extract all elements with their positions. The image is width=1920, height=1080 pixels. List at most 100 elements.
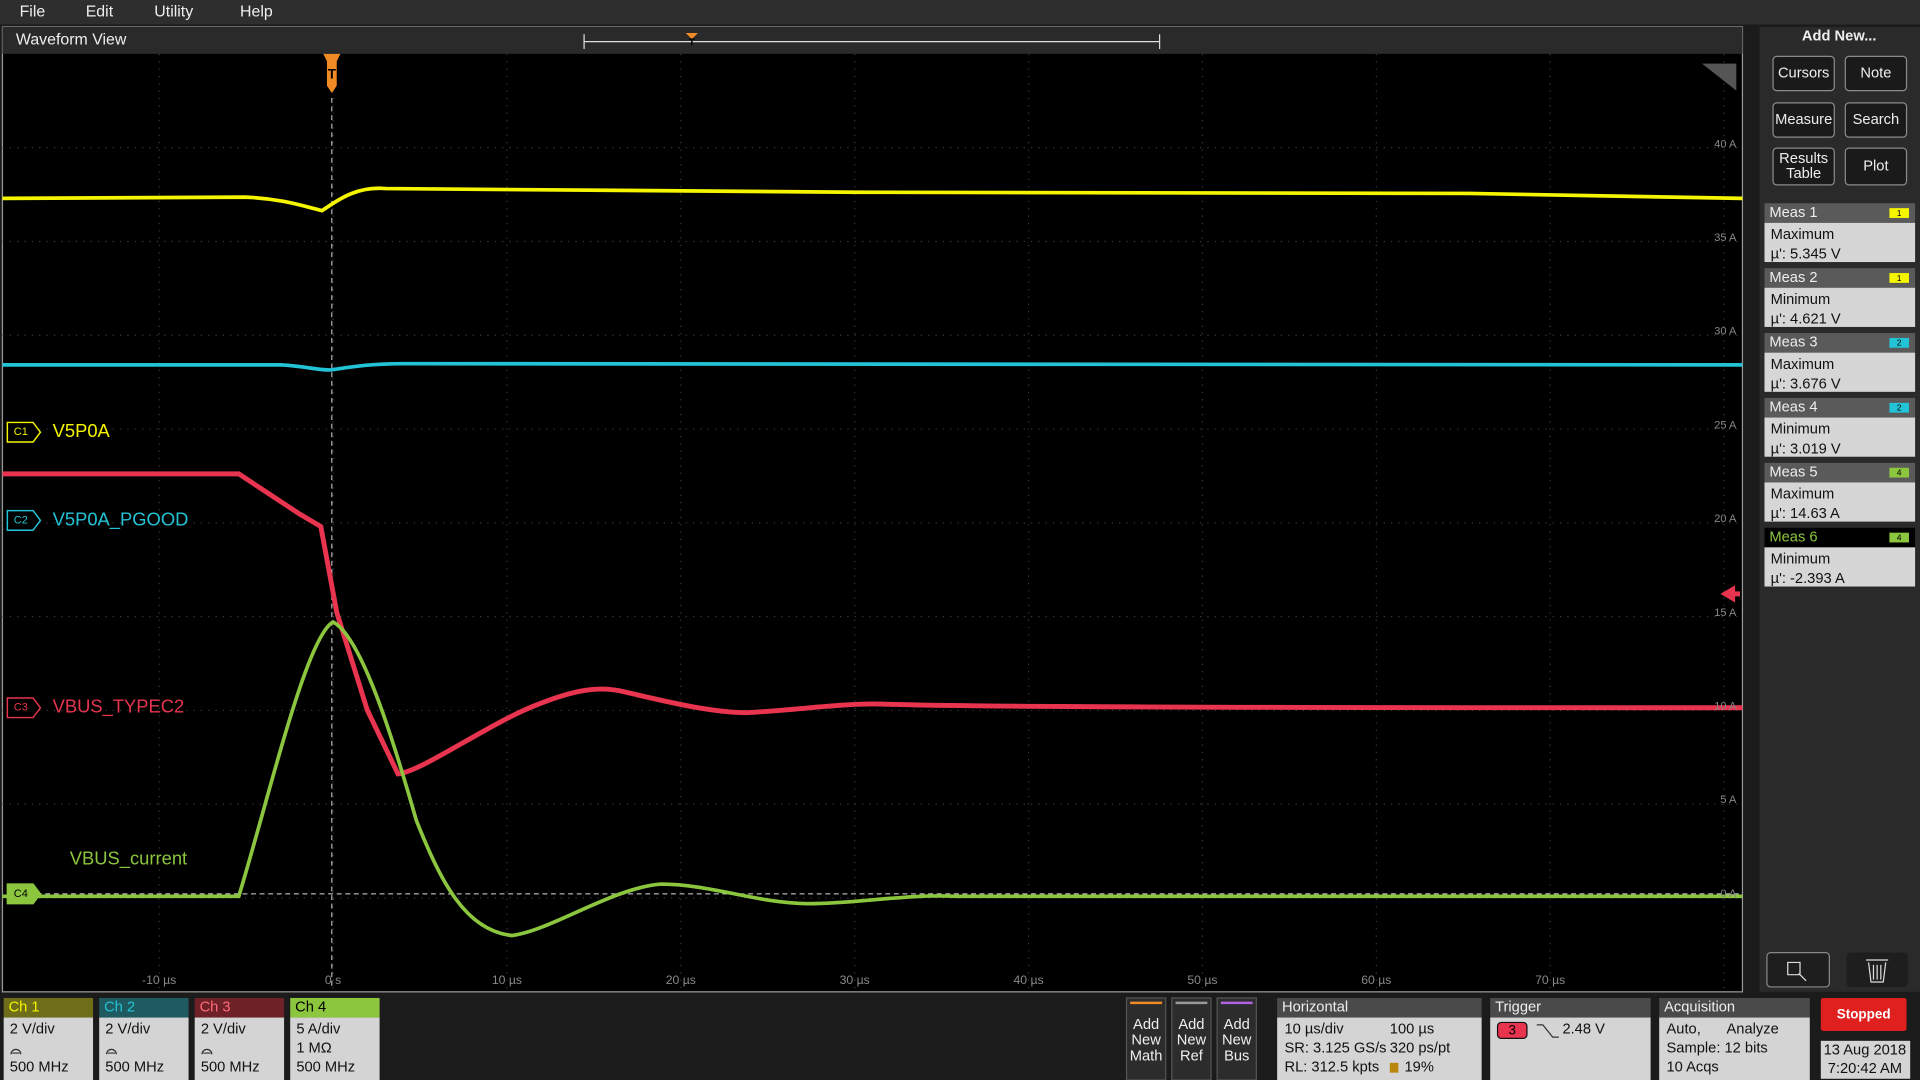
panel-button[interactable] <box>1772 102 1835 138</box>
panel-button[interactable] <box>1844 102 1908 138</box>
channel-header[interactable] <box>3 997 94 1018</box>
trigger-header[interactable] <box>1490 997 1651 1018</box>
y-axis-label: 30 A <box>1714 326 1737 338</box>
channel-setting: 2 V/div <box>10 1022 56 1038</box>
measurement-body[interactable] <box>1764 352 1916 392</box>
channel-body[interactable] <box>3 1017 94 1080</box>
channel-body[interactable] <box>194 1017 285 1080</box>
measurement-body[interactable] <box>1764 417 1916 457</box>
measurement-header[interactable] <box>1764 397 1916 418</box>
trigger-level-marker <box>1720 585 1740 603</box>
horizontal-header[interactable] <box>1277 997 1482 1018</box>
add-button-label: Ref <box>1180 1049 1204 1065</box>
horizontal-body[interactable] <box>1277 1017 1482 1080</box>
measurement-name: Meas 5 <box>1769 465 1817 481</box>
panel-button[interactable] <box>1772 55 1835 92</box>
measurement-value: µ': 14.63 A <box>1771 506 1840 522</box>
acquisition-body[interactable] <box>1659 1017 1810 1080</box>
panel-button[interactable] <box>1772 147 1835 186</box>
measurement-body[interactable] <box>1764 482 1916 522</box>
x-axis-label: 50 µs <box>1187 973 1217 987</box>
trigger-slope-icon <box>1536 1024 1559 1038</box>
acquisition-value: 10 Acqs <box>1667 1060 1719 1076</box>
panel-button[interactable] <box>1844 55 1908 92</box>
add-button-label: Add <box>1178 1017 1204 1033</box>
channel-label: VBUS_current <box>70 847 187 869</box>
channel-body[interactable] <box>99 1017 189 1080</box>
channel-badge-label: C2 <box>14 514 28 526</box>
add-button[interactable] <box>1125 997 1167 1080</box>
panel-title: Add New... <box>1802 29 1877 45</box>
y-axis-label: 0 A <box>1720 888 1737 900</box>
source-badge-label: 1 <box>1897 273 1902 283</box>
add-button[interactable] <box>1216 997 1257 1080</box>
channel-body[interactable] <box>290 1017 380 1080</box>
menu-item: Edit <box>86 3 114 20</box>
channel-badge-label: C4 <box>14 888 28 900</box>
channel-header[interactable] <box>290 997 380 1018</box>
source-badge-label: 4 <box>1897 468 1902 478</box>
source-badge-label: 4 <box>1897 532 1902 542</box>
trigger-source: 3 <box>1509 1023 1516 1038</box>
horizontal-value: RL: 312.5 kpts <box>1284 1060 1379 1076</box>
channel-badge-label: C3 <box>14 702 28 714</box>
x-axis-label: 70 µs <box>1535 973 1565 987</box>
source-badge <box>1889 208 1909 218</box>
horizontal-title: Horizontal <box>1282 1000 1348 1016</box>
source-badge <box>1889 337 1909 348</box>
measurement-header[interactable] <box>1764 527 1916 548</box>
measurement-name: Meas 1 <box>1769 205 1817 221</box>
y-axis-label: 35 A <box>1714 232 1737 244</box>
button-label: Cursors <box>1778 65 1829 81</box>
menu-item: Help <box>240 3 273 20</box>
channel-badge-label: C1 <box>14 426 28 438</box>
measurement-header[interactable] <box>1764 203 1916 223</box>
run-state: Stopped <box>1837 1007 1891 1022</box>
channel-setting: 500 MHz <box>105 1060 164 1076</box>
measurement-header[interactable] <box>1764 333 1916 353</box>
add-button-label: Bus <box>1224 1049 1249 1065</box>
waveform-ch4 <box>2 619 1743 938</box>
date: 13 Aug 2018 <box>1824 1042 1907 1058</box>
channel-name: Ch 4 <box>295 1000 326 1016</box>
channel-header[interactable] <box>194 997 285 1018</box>
source-badge <box>1889 273 1909 283</box>
x-axis-label: 20 µs <box>666 973 696 987</box>
measurement-name: Meas 2 <box>1769 270 1817 286</box>
add-button-label: New <box>1131 1033 1161 1049</box>
measurement-statistic: Minimum <box>1771 551 1831 567</box>
measurement-body[interactable] <box>1764 547 1916 587</box>
button-label: Table <box>1786 166 1821 182</box>
record-trigger-marker <box>685 33 698 40</box>
measurement-header[interactable] <box>1764 268 1916 288</box>
add-button[interactable] <box>1171 997 1212 1080</box>
trigger-marker-label: T <box>328 66 337 81</box>
button-label: Plot <box>1863 158 1888 174</box>
view-title: Waveform View <box>16 32 127 49</box>
zoom-button[interactable] <box>1766 952 1830 988</box>
source-badge-label: 2 <box>1897 403 1902 413</box>
trigger-level: 2.48 V <box>1562 1022 1605 1038</box>
add-button-label: New <box>1177 1033 1207 1049</box>
menu-item: Utility <box>154 3 193 20</box>
trigger-marker <box>323 53 341 94</box>
measurement-header[interactable] <box>1764 462 1916 483</box>
probe-icon <box>105 1048 117 1055</box>
measurement-body[interactable] <box>1764 222 1916 263</box>
channel-setting: 500 MHz <box>296 1060 355 1076</box>
channel-name: Ch 3 <box>200 1000 231 1016</box>
channel-badge <box>6 697 42 719</box>
probe-icon <box>201 1048 213 1055</box>
acquisition-header[interactable] <box>1659 997 1810 1018</box>
run-stop-button[interactable] <box>1820 997 1907 1032</box>
measurement-body[interactable] <box>1764 287 1916 327</box>
horizontal-value: 19% <box>1404 1060 1433 1076</box>
channel-header[interactable] <box>99 997 189 1018</box>
measurement-statistic: Maximum <box>1771 487 1835 503</box>
channel-name: Ch 2 <box>104 1000 135 1016</box>
panel-button[interactable] <box>1844 147 1908 186</box>
x-axis-label: 10 µs <box>492 973 522 987</box>
x-axis-label: 40 µs <box>1013 973 1043 987</box>
y-axis-label: 10 A <box>1714 700 1737 712</box>
